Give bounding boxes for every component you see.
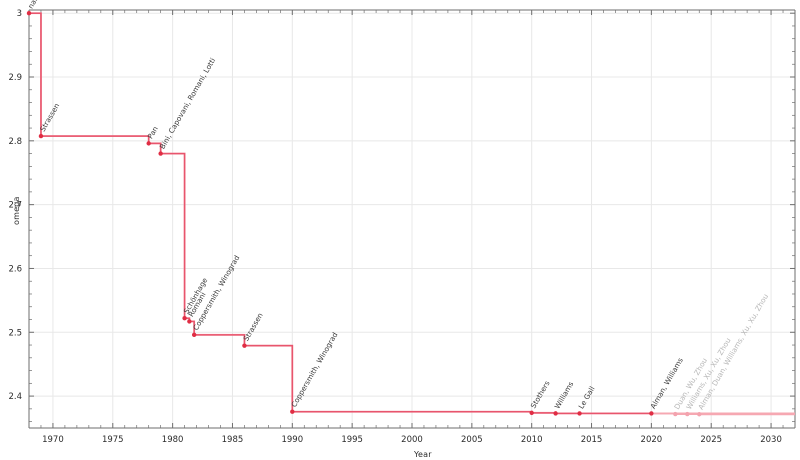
data-point-marker[interactable] <box>182 316 187 321</box>
x-axis-title: Year <box>413 450 432 459</box>
data-point-marker[interactable] <box>242 343 247 348</box>
data-point-marker[interactable] <box>290 409 295 414</box>
x-tick-label: 2020 <box>641 435 663 445</box>
y-tick-label: 2.9 <box>8 73 22 83</box>
data-point-label: Le Gall <box>576 385 596 411</box>
y-tick-label: 2.5 <box>8 328 22 338</box>
data-point-label: Williams <box>553 380 576 411</box>
data-point-marker[interactable] <box>697 412 702 417</box>
y-axis-title-wrap: omega <box>2 0 21 460</box>
data-point-marker[interactable] <box>553 411 558 416</box>
x-tick-label: 2010 <box>521 435 543 445</box>
x-tick-label: 2000 <box>401 435 423 445</box>
data-point-marker[interactable] <box>38 133 44 139</box>
data-point-label: Alman, Duan, Williams, Xu, Xu, Zhou <box>696 292 770 411</box>
y-tick-label: 3 <box>17 9 22 19</box>
x-tick-label: 2030 <box>760 435 782 445</box>
data-point-label: Pan <box>146 125 160 141</box>
data-point-marker[interactable] <box>673 411 678 417</box>
data-point-label: Strassen <box>241 311 264 343</box>
data-point-marker[interactable] <box>146 141 151 146</box>
x-tick-label: 2025 <box>700 435 722 445</box>
data-point-marker[interactable] <box>649 411 654 416</box>
x-tick-label: 1970 <box>42 435 64 445</box>
data-point-marker[interactable] <box>26 10 32 16</box>
x-tick-label: 1985 <box>222 435 244 445</box>
y-tick-label: 2.6 <box>8 264 22 274</box>
x-tick-label: 1995 <box>341 435 363 445</box>
y-tick-label: 2.7 <box>8 201 22 211</box>
data-point-label: naive <box>26 0 44 10</box>
data-point-marker[interactable] <box>158 151 163 156</box>
data-point-marker[interactable] <box>191 332 197 338</box>
y-tick-label: 2.8 <box>8 137 22 147</box>
data-point-marker[interactable] <box>685 411 690 417</box>
data-point-marker[interactable] <box>529 410 534 416</box>
data-point-marker[interactable] <box>187 319 192 324</box>
data-point-label: Coppersmith, Winograd <box>289 331 339 409</box>
x-tick-label: 1990 <box>281 435 303 445</box>
data-point-marker[interactable] <box>577 411 582 416</box>
x-tick-label: 1980 <box>162 435 184 445</box>
step-line-published <box>29 12 652 415</box>
y-axis-title: omega <box>12 196 21 225</box>
data-point-label: Bini, Capovani, Romani, Lotti <box>158 56 218 150</box>
x-tick-label: 2005 <box>461 435 483 445</box>
x-tick-label: 2015 <box>581 435 603 445</box>
y-tick-label: 2.4 <box>8 392 22 402</box>
x-tick-label: 1975 <box>102 435 124 445</box>
